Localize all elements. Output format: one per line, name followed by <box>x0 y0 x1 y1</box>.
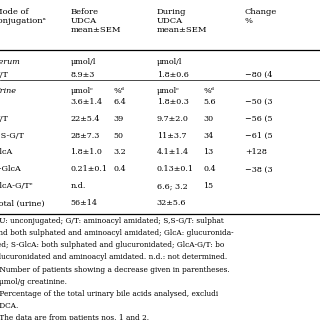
Text: 39: 39 <box>114 115 124 123</box>
Text: 0.4: 0.4 <box>114 165 126 173</box>
Text: 4.1±1.4: 4.1±1.4 <box>157 148 189 156</box>
Text: Total (urine): Total (urine) <box>0 199 44 207</box>
Text: During
UDCA
mean±SEM: During UDCA mean±SEM <box>157 8 207 34</box>
Text: 34: 34 <box>203 132 213 140</box>
Text: ᵈ Percentage of the total urinary bile acids analysed, excludi: ᵈ Percentage of the total urinary bile a… <box>0 290 218 298</box>
Text: ᶜ μmol/g creatinine.: ᶜ μmol/g creatinine. <box>0 278 67 286</box>
Text: −38 (3: −38 (3 <box>245 165 272 173</box>
Text: 5.6: 5.6 <box>203 98 216 106</box>
Text: Before
UDCA
mean±SEM: Before UDCA mean±SEM <box>70 8 121 34</box>
Text: 0.4: 0.4 <box>203 165 216 173</box>
Text: 15: 15 <box>203 182 213 190</box>
Text: ᵉ The data are from patients nos. 1 and 2.: ᵉ The data are from patients nos. 1 and … <box>0 314 149 320</box>
Text: μmol/l: μmol/l <box>157 58 182 66</box>
Text: GlcA: GlcA <box>0 148 13 156</box>
Text: 1.8±1.0: 1.8±1.0 <box>70 148 102 156</box>
Text: μmol/l: μmol/l <box>70 58 96 66</box>
Text: 9.7±2.0: 9.7±2.0 <box>157 115 189 123</box>
Text: 3.6±1.4: 3.6±1.4 <box>70 98 102 106</box>
Text: %ᵈ: %ᵈ <box>203 87 214 95</box>
Text: μmolᶜ: μmolᶜ <box>157 87 180 95</box>
Text: Change
%: Change % <box>245 8 277 25</box>
Text: ted; S-GlcA: both sulphated and glucuronidated; GlcA-G/T: bo: ted; S-GlcA: both sulphated and glucuron… <box>0 241 224 249</box>
Text: 11±3.7: 11±3.7 <box>157 132 186 140</box>
Text: μmolᶜ: μmolᶜ <box>70 87 93 95</box>
Text: S-GlcA: S-GlcA <box>0 165 21 173</box>
Text: 32±5.6: 32±5.6 <box>157 199 186 207</box>
Text: glucuronidated and aminoacyl amidated. n.d.: not determined.: glucuronidated and aminoacyl amidated. n… <box>0 253 227 261</box>
Text: 13: 13 <box>203 148 213 156</box>
Text: Mode of
conjugationᵃ: Mode of conjugationᵃ <box>0 8 46 25</box>
Text: −80 (4: −80 (4 <box>245 71 272 79</box>
Text: 6.6; 3.2: 6.6; 3.2 <box>157 182 188 190</box>
Text: 28±7.3: 28±7.3 <box>70 132 100 140</box>
Text: ᵇ Number of patients showing a decrease given in parentheses.: ᵇ Number of patients showing a decrease … <box>0 266 229 274</box>
Text: UDCA.: UDCA. <box>0 302 19 310</box>
Text: −56 (5: −56 (5 <box>245 115 272 123</box>
Text: 50: 50 <box>114 132 124 140</box>
Text: U/T: U/T <box>0 71 8 79</box>
Text: 1.8±0.3: 1.8±0.3 <box>157 98 189 106</box>
Text: GlcA-G/Tᵉ: GlcA-G/Tᵉ <box>0 182 33 190</box>
Text: Serum: Serum <box>0 58 20 66</box>
Text: S,S-G/T: S,S-G/T <box>0 132 24 140</box>
Text: 22±5.4: 22±5.4 <box>70 115 100 123</box>
Text: 0.13±0.1: 0.13±0.1 <box>157 165 194 173</box>
Text: −50 (3: −50 (3 <box>245 98 272 106</box>
Text: −61 (5: −61 (5 <box>245 132 272 140</box>
Text: 6.4: 6.4 <box>114 98 126 106</box>
Text: U/T: U/T <box>0 115 8 123</box>
Text: 0.21±0.1: 0.21±0.1 <box>70 165 108 173</box>
Text: %ᵈ: %ᵈ <box>114 87 124 95</box>
Text: 30: 30 <box>203 115 213 123</box>
Text: 1.8±0.6: 1.8±0.6 <box>157 71 189 79</box>
Text: 8.9±3: 8.9±3 <box>70 71 95 79</box>
Text: 56±14: 56±14 <box>70 199 97 207</box>
Text: +128: +128 <box>245 148 267 156</box>
Text: Urine: Urine <box>0 87 17 95</box>
Text: 3.2: 3.2 <box>114 148 126 156</box>
Text: ᵃ U: unconjugated; G/T: aminoacyl amidated; S,S-G/T: sulphat: ᵃ U: unconjugated; G/T: aminoacyl amidat… <box>0 217 223 225</box>
Text: and both sulphated and aminoacyl amidated; GlcA: glucuronida-: and both sulphated and aminoacyl amidate… <box>0 229 233 237</box>
Text: n.d.: n.d. <box>70 182 86 190</box>
